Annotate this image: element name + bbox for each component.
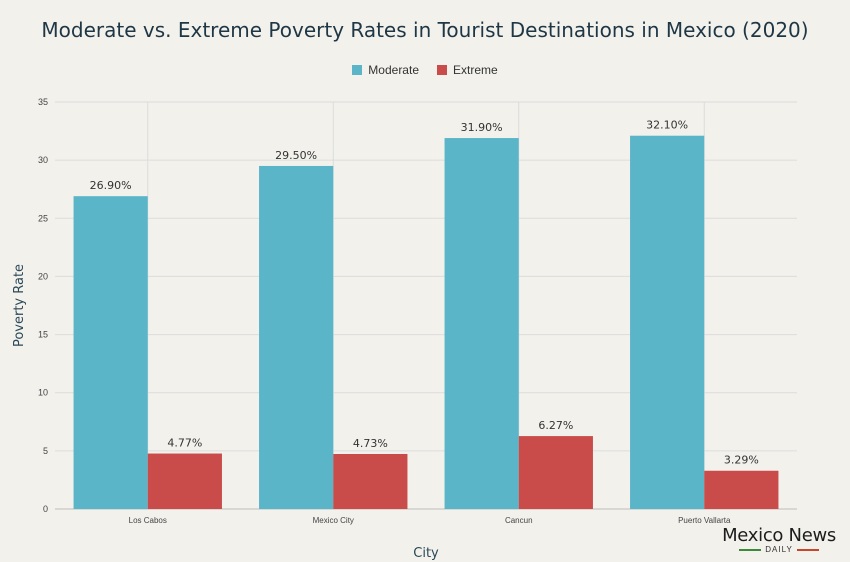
legend-label-moderate: Moderate bbox=[368, 63, 419, 77]
chart-title: Moderate vs. Extreme Poverty Rates in To… bbox=[41, 18, 809, 42]
data-label: 6.27% bbox=[538, 419, 573, 432]
data-label: 4.77% bbox=[167, 437, 202, 450]
data-label: 32.10% bbox=[646, 119, 688, 132]
data-label: 31.90% bbox=[461, 121, 503, 134]
legend: Moderate Extreme bbox=[0, 63, 850, 77]
legend-label-extreme: Extreme bbox=[453, 63, 498, 77]
bar-moderate bbox=[444, 138, 519, 509]
data-label: 26.90% bbox=[90, 179, 132, 192]
y-tick-label: 15 bbox=[38, 330, 48, 340]
y-tick-label: 35 bbox=[38, 97, 48, 107]
data-label: 4.73% bbox=[353, 437, 388, 450]
bar-extreme bbox=[518, 436, 593, 509]
y-tick-label: 25 bbox=[38, 213, 48, 223]
x-tick-label: Los Cabos bbox=[129, 516, 167, 525]
legend-swatch-extreme bbox=[437, 65, 447, 75]
bar-extreme bbox=[704, 470, 779, 509]
x-tick-label: Mexico City bbox=[313, 516, 354, 525]
x-tick-label: Puerto Vallarta bbox=[678, 516, 731, 525]
bar-extreme bbox=[147, 453, 222, 509]
bar-moderate bbox=[73, 196, 148, 510]
bar-moderate bbox=[259, 165, 334, 509]
data-label: 3.29% bbox=[724, 454, 759, 467]
legend-item-moderate: Moderate bbox=[352, 63, 419, 77]
bar-extreme bbox=[333, 453, 408, 509]
logo-line-left bbox=[739, 548, 762, 551]
bar-moderate bbox=[630, 135, 705, 510]
logo-name: Mexico News bbox=[722, 525, 836, 546]
x-tick-label: Cancun bbox=[505, 516, 533, 525]
y-tick-label: 5 bbox=[43, 446, 48, 456]
x-axis-title: City bbox=[413, 546, 439, 561]
data-label: 29.50% bbox=[275, 149, 317, 162]
mexico-news-daily-logo: Mexico News DAILY bbox=[722, 525, 836, 554]
y-tick-label: 20 bbox=[38, 271, 48, 281]
y-tick-label: 10 bbox=[38, 388, 48, 398]
legend-swatch-moderate bbox=[352, 65, 363, 75]
y-axis-title: Poverty Rate bbox=[12, 264, 27, 347]
logo-sub: DAILY bbox=[722, 545, 836, 554]
y-tick-label: 30 bbox=[38, 155, 48, 165]
logo-sub-label: DAILY bbox=[765, 545, 793, 554]
legend-item-extreme: Extreme bbox=[437, 63, 498, 77]
logo-line-right bbox=[796, 548, 819, 551]
y-tick-label: 0 bbox=[43, 504, 48, 514]
